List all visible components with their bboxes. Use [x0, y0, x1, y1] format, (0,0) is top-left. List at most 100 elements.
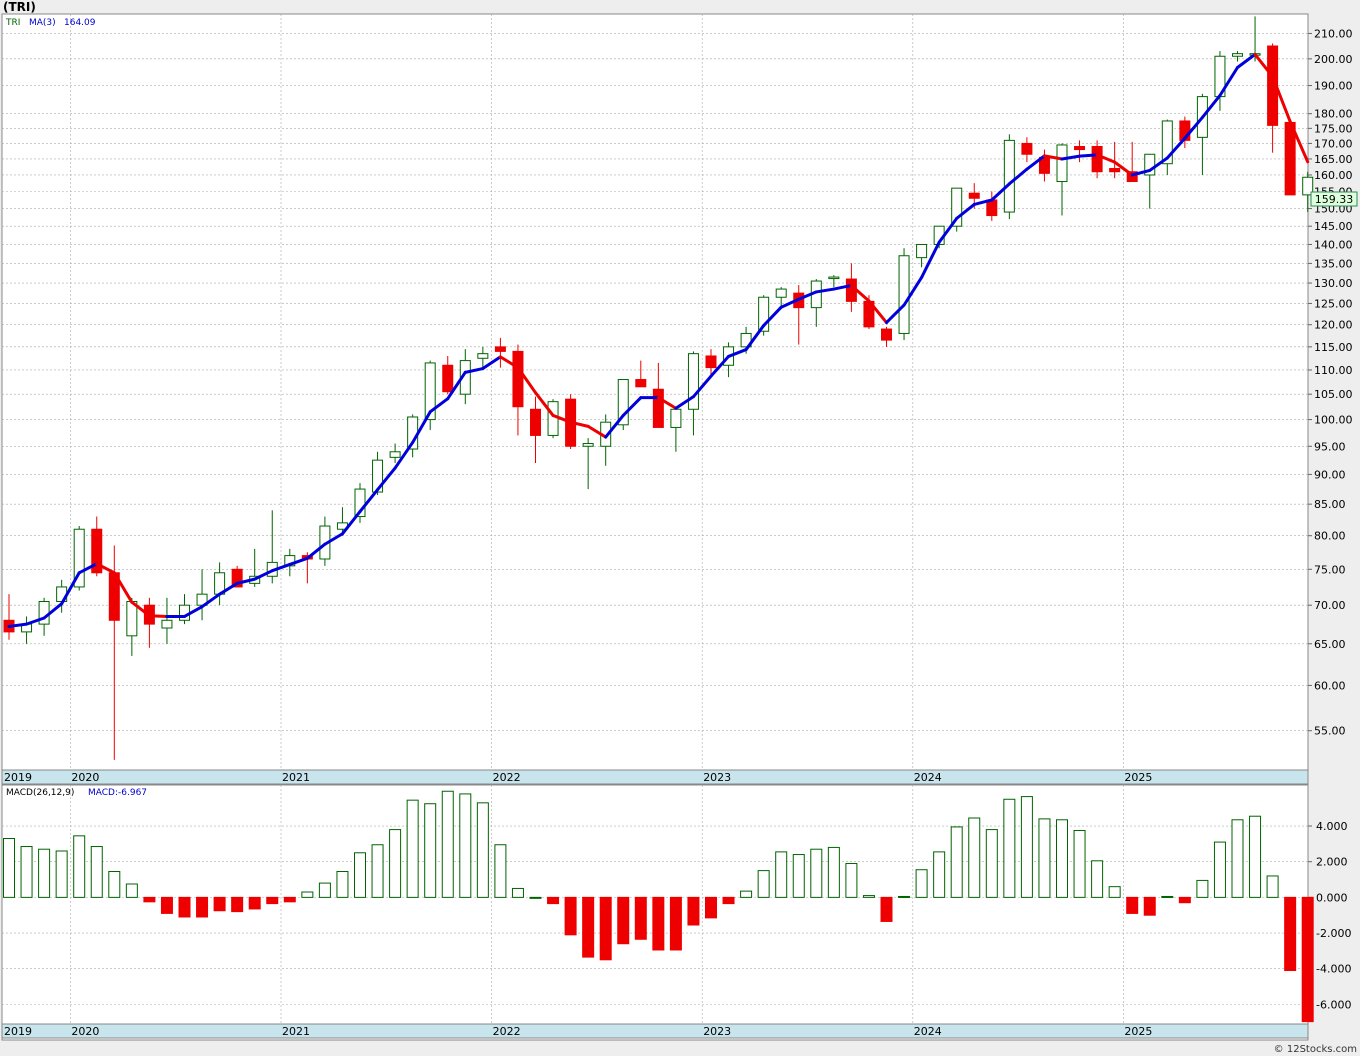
candle-up [161, 619, 173, 629]
ma-segment [1025, 154, 1046, 171]
ma-segment [7, 622, 29, 628]
ma-segment [218, 581, 239, 596]
macd-bar-negative [582, 896, 595, 958]
candle-down [652, 388, 664, 428]
macd-bar-positive [336, 871, 349, 898]
footer-credit: © 12Stocks.com [1274, 1044, 1357, 1055]
ma-segment [516, 366, 537, 395]
ma-segment [42, 602, 64, 620]
price-tick-label: 135.00 [1314, 257, 1353, 270]
macd-bar-positive [1249, 815, 1262, 898]
ma-segment [849, 283, 871, 303]
year-label: 2020 [71, 771, 99, 784]
candle-up [828, 276, 840, 280]
ma-segment [604, 413, 625, 439]
ma-segment [955, 202, 976, 220]
candle-down [91, 528, 103, 574]
candle-down [530, 408, 541, 436]
macd-bar-positive [898, 895, 911, 898]
candle-up [73, 528, 85, 588]
macd-bar-positive [354, 852, 366, 898]
ma-segment [1148, 156, 1169, 172]
macd-bar-positive [1231, 819, 1244, 898]
last-price-box [1310, 191, 1358, 207]
candle-up [1144, 153, 1156, 176]
macd-bar-positive [1161, 895, 1174, 898]
candle-down [1074, 145, 1086, 151]
ma-segment [691, 374, 713, 399]
price-tick-label: 100.00 [1314, 414, 1353, 427]
candle-up [687, 353, 699, 410]
price-tick-label: 75.00 [1314, 563, 1346, 576]
candle-up [617, 379, 629, 426]
year-label: 2024 [914, 1025, 942, 1038]
macd-bar-positive [1056, 819, 1068, 898]
macd-bar-negative [547, 896, 560, 905]
ma-segment [621, 396, 643, 417]
candle-up [1302, 176, 1314, 196]
macd-bar-negative [1126, 896, 1139, 914]
ma-segment [393, 440, 415, 470]
ma-segment [376, 466, 397, 492]
candle-up [670, 408, 682, 428]
ma-segment [305, 542, 327, 560]
macd-histogram [3, 790, 1314, 1023]
ma-segment [569, 420, 590, 428]
macd-bar-negative [196, 896, 209, 918]
ma-segment [920, 240, 941, 279]
ma-segment [744, 324, 766, 352]
macd-bar-negative [634, 896, 647, 940]
ma-segment [1218, 66, 1239, 97]
macd-bar-positive [301, 891, 314, 898]
ma-segment [130, 600, 151, 618]
price-tick-label: 65.00 [1314, 638, 1346, 651]
candle-up [775, 288, 787, 298]
macd-tick-label: 0.000 [1316, 891, 1348, 904]
macd-value-label: MACD:-6.967 [88, 788, 147, 798]
macd-tick-label: 2.000 [1316, 856, 1348, 869]
ma-segment [235, 577, 257, 585]
ma-segment [183, 605, 204, 618]
ma-segment [112, 571, 134, 604]
ma-segment [779, 297, 801, 309]
price-tick-label: 80.00 [1314, 530, 1346, 543]
ma-segment [656, 396, 678, 410]
macd-bar-negative [564, 896, 577, 936]
ma-segment [288, 556, 309, 566]
price-tick-label: 115.00 [1314, 341, 1353, 354]
last-price-label: 159.33 [1315, 193, 1354, 206]
year-label: 2021 [282, 1025, 310, 1038]
year-label: 2019 [4, 771, 32, 784]
macd-label: MACD(26,12,9) [6, 788, 74, 798]
ma-segment [1113, 160, 1134, 177]
macd-bar-positive [1003, 798, 1016, 898]
ma-segment [358, 488, 380, 514]
legend-ma-value: 164.09 [64, 18, 96, 28]
price-tick-label: 95.00 [1314, 440, 1346, 453]
price-tick-label: 145.00 [1314, 220, 1353, 233]
macd-bar-positive [1266, 875, 1279, 898]
candle-down [231, 568, 243, 588]
candle-up [1003, 139, 1015, 213]
legend-ma-label: MA(3) [29, 18, 56, 28]
candle-down [442, 364, 454, 393]
macd-bar-negative [1143, 896, 1156, 916]
macd-bar-positive [1196, 879, 1209, 898]
candle-down [968, 192, 980, 199]
ma-segment [253, 569, 274, 581]
candle-up [179, 604, 190, 621]
macd-year-band [1, 1023, 1309, 1039]
macd-axis: 4.000 2.000 0.000 -2.000 -4.000 -6.000 [1308, 820, 1351, 1011]
price-tick-label: 110.00 [1314, 364, 1353, 377]
macd-bar-negative [213, 896, 226, 912]
candle-up [951, 187, 963, 227]
macd-bar-positive [318, 882, 331, 898]
macd-bar-positive [862, 895, 875, 898]
moving-average-line [7, 52, 1310, 628]
price-tick-label: 170.00 [1314, 137, 1353, 150]
macd-bar-positive [90, 846, 103, 898]
macd-bar-positive [371, 844, 384, 898]
candle-down [1109, 168, 1121, 173]
macd-bar-positive [775, 851, 788, 898]
